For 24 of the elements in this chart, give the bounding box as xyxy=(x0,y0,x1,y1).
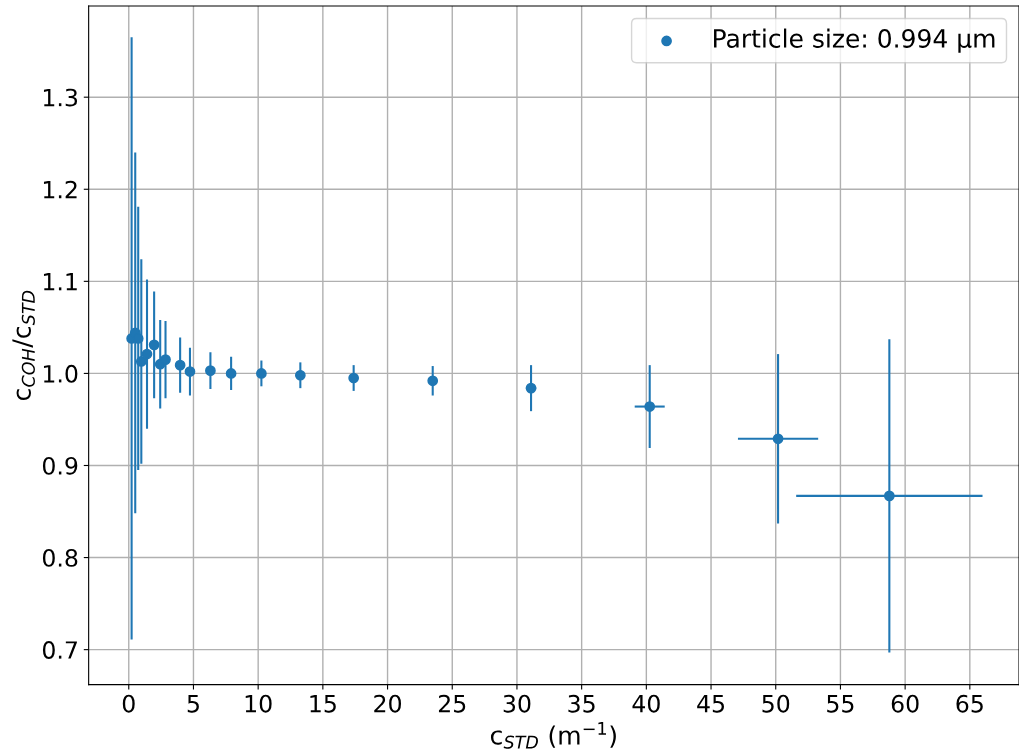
y-tick-label: 1.1 xyxy=(43,273,77,291)
x-tick-label: 60 xyxy=(891,694,919,713)
x-tick-label: 5 xyxy=(187,695,199,713)
legend-label: Particle size: 0.994 μm xyxy=(714,28,995,53)
x-tick-label: 30 xyxy=(503,694,531,713)
x-axis-title: c$_{STD}$ (m$^{−1}$) xyxy=(490,722,616,749)
y-tick-label: 1.3 xyxy=(43,88,78,107)
x-tick-label: 25 xyxy=(438,694,466,713)
x-tick-label: 20 xyxy=(374,694,402,713)
x-tick-label: 45 xyxy=(697,695,724,713)
y-tick-label: 0.8 xyxy=(42,549,78,567)
x-tick-label: 50 xyxy=(762,694,790,713)
x-tick-label: 35 xyxy=(568,694,595,713)
y-tick-label: 0.7 xyxy=(42,641,77,659)
x-tick-label: 55 xyxy=(827,695,854,713)
x-tick-label: 0 xyxy=(122,694,135,713)
x-tick-label: 40 xyxy=(632,694,660,713)
y-tick-label: 1.2 xyxy=(43,180,77,199)
x-tick-label: 65 xyxy=(956,694,983,713)
y-tick-label: 0.9 xyxy=(42,456,78,475)
y-axis-title: c$_{COH}$/c$_{STD}$ xyxy=(12,290,35,401)
x-tick-label: 15 xyxy=(310,695,336,713)
x-tick-label: 10 xyxy=(245,694,272,713)
y-tick-label: 1.0 xyxy=(43,364,78,383)
